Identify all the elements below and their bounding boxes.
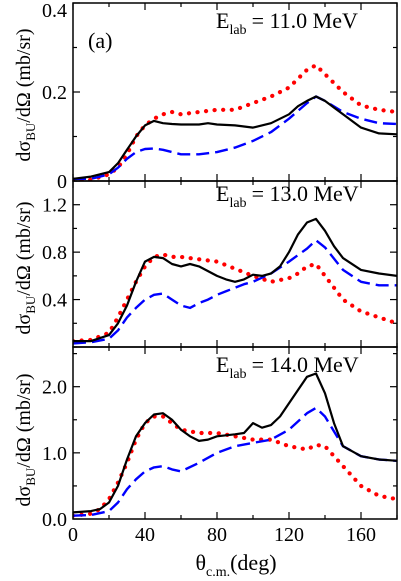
curves-top [73, 63, 397, 181]
energy-label-middle-e: E [216, 181, 229, 206]
energy-label-middle-value: = 13.0 MeV [252, 181, 359, 206]
x-axis-label: θc.m.(deg) [195, 550, 276, 580]
ylabel-top: dσBU/dΩ (mb/sr) [13, 28, 38, 161]
y-tick-label: 0.2 [42, 82, 67, 104]
y-tick-label: 0.4 [42, 290, 67, 312]
panel-top: 0 0.2 0.4 [42, 0, 398, 193]
energy-label-bottom-value: = 14.0 MeV [252, 352, 359, 377]
energy-label-top-e: E [216, 8, 229, 33]
energy-label-bottom-e: E [216, 352, 229, 377]
dashed-curve-bottom [73, 406, 397, 517]
y-tick-label: 0 [57, 171, 67, 193]
dotted-curve-bottom [73, 414, 397, 518]
svg-text:dσBU/dΩ (mb/sr): dσBU/dΩ (mb/sr) [13, 373, 38, 506]
dashed-curve-top [73, 95, 397, 180]
x-tick-label: 160 [346, 524, 376, 546]
dotted-curve-top [73, 63, 397, 181]
curves-bottom [73, 372, 397, 518]
svg-text:dσBU/dΩ (mb/sr): dσBU/dΩ (mb/sr) [13, 28, 38, 161]
energy-label-top-sub: lab [229, 23, 246, 38]
dotted-curve-middle [73, 252, 397, 344]
energy-label-top: Elab = 11.0 MeV [216, 8, 358, 38]
x-tick-label: 80 [207, 524, 227, 546]
curves-middle [73, 217, 397, 345]
energy-label-middle-sub: lab [229, 196, 246, 211]
energy-label-top-value: = 11.0 MeV [252, 8, 358, 33]
ylabel-middle: dσBU/dΩ (mb/sr) [13, 201, 38, 334]
dashed-curve-middle [73, 239, 397, 345]
solid-curve-top [73, 95, 397, 180]
panels: 0 0.2 0.4 0.4 0.8 1.2 0.0 1.0 2.0 0 40 80 120 160 [42, 0, 398, 546]
svg-text:dσBU/dΩ (mb/sr): dσBU/dΩ (mb/sr) [13, 201, 38, 334]
y-tick-label: 2.0 [42, 377, 67, 399]
x-tick-label: 40 [135, 524, 155, 546]
panel-label: (a) [88, 28, 112, 53]
svg-text:Elab= 13.0 MeV: Elab = 13.0 MeV [216, 181, 359, 211]
solid-curve-middle [73, 217, 397, 343]
svg-text:Elab= 14.0 MeV: Elab = 14.0 MeV [216, 352, 359, 382]
y-tick-label: 0.0 [42, 509, 67, 531]
svg-text:Elab= 11.0 MeV: Elab = 11.0 MeV [216, 8, 358, 38]
energy-label-bottom-sub: lab [229, 367, 246, 382]
x-tick-label: 0 [68, 524, 78, 546]
energy-label-bottom: Elab = 14.0 MeV [216, 352, 359, 382]
energy-label-middle: Elab = 13.0 MeV [216, 181, 359, 211]
y-tick-label: 0.4 [42, 0, 67, 22]
x-tick-label: 120 [274, 524, 304, 546]
y-tick-label: 1.2 [42, 195, 67, 217]
frame-bottom [72, 346, 398, 520]
y-tick-label: 1.0 [42, 443, 67, 465]
svg-text:θc.m.(deg): θc.m.(deg) [195, 550, 276, 580]
solid-curve-bottom [73, 372, 397, 514]
ylabel-bottom: dσBU/dΩ (mb/sr) [13, 373, 38, 506]
y-tick-label: 0.8 [42, 242, 67, 264]
panel-bottom: 0.0 1.0 2.0 0 40 80 120 160 [42, 346, 398, 546]
